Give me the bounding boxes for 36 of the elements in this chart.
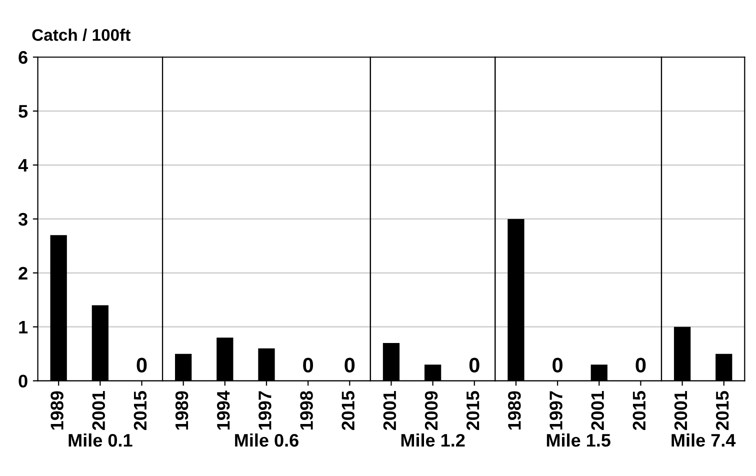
x-axis-title: Mile 7.4: [672, 433, 736, 447]
x-tick-label: 2001: [92, 391, 106, 430]
y-tick-label: 6: [18, 51, 28, 64]
data-label: 0: [469, 358, 480, 373]
x-tick-label: 1989: [50, 391, 64, 430]
x-axis-title: Mile 0.1: [68, 433, 132, 447]
y-tick-label: 4: [18, 159, 28, 172]
x-tick-label: 1989: [508, 391, 521, 430]
x-tick-label: 2001: [591, 391, 604, 430]
x-axis-title: Mile 1.5: [546, 433, 610, 447]
y-axis-title: Catch / 100ft: [32, 28, 130, 42]
y-tick-label: 1: [19, 320, 28, 334]
x-tick-label: 1998: [300, 391, 313, 430]
y-tick-label: 5: [18, 105, 28, 118]
x-tick-label: 2009: [424, 391, 438, 430]
x-tick-label: 1994: [216, 390, 230, 430]
y-tick-label: 2: [18, 266, 28, 280]
x-axis-title: Mile 0.6: [235, 433, 298, 447]
x-tick-label: 2015: [716, 391, 729, 430]
y-tick-label: 3: [18, 212, 28, 226]
x-tick-label: 2001: [674, 391, 688, 430]
data-label: 0: [344, 358, 355, 373]
x-tick-label: 2015: [134, 391, 147, 430]
x-tick-label: 1997: [550, 391, 562, 430]
x-axis-title: Mile 1.2: [401, 433, 465, 447]
data-label: 0: [552, 358, 562, 373]
x-tick-label: 1989: [175, 391, 188, 430]
x-tick-label: 2015: [342, 391, 354, 430]
x-tick-label: 2015: [632, 391, 646, 430]
x-tick-label: 1997: [258, 391, 272, 430]
data-label: 0: [303, 358, 314, 373]
x-tick-label: 2015: [466, 391, 480, 430]
data-label: 0: [636, 358, 646, 373]
x-tick-label: 2001: [383, 391, 396, 430]
y-tick-label: 0: [18, 374, 28, 388]
data-label: 0: [136, 358, 147, 373]
